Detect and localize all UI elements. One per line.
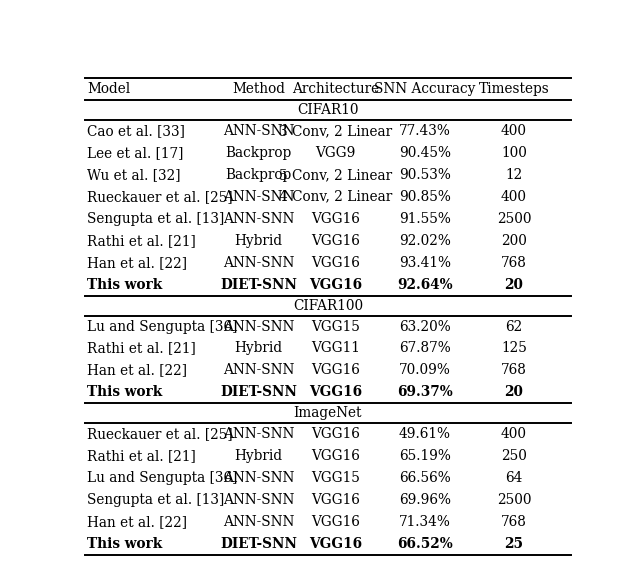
Text: 20: 20 <box>504 278 524 292</box>
Text: 64: 64 <box>506 471 523 485</box>
Text: VGG16: VGG16 <box>309 386 362 400</box>
Text: Method: Method <box>232 82 285 96</box>
Text: Rueckauer et al. [25]: Rueckauer et al. [25] <box>88 190 233 204</box>
Text: This work: This work <box>88 386 163 400</box>
Text: 65.19%: 65.19% <box>399 449 451 464</box>
Text: VGG16: VGG16 <box>311 212 360 226</box>
Text: 90.53%: 90.53% <box>399 168 451 182</box>
Text: ANN-SNN: ANN-SNN <box>223 427 294 441</box>
Text: ANN-SNN: ANN-SNN <box>223 515 294 529</box>
Text: Architecture: Architecture <box>292 82 379 96</box>
Text: SNN Accuracy: SNN Accuracy <box>374 82 476 96</box>
Text: 250: 250 <box>501 449 527 464</box>
Text: ImageNet: ImageNet <box>294 406 362 420</box>
Text: Han et al. [22]: Han et al. [22] <box>88 255 188 270</box>
Text: Han et al. [22]: Han et al. [22] <box>88 515 188 529</box>
Text: ANN-SNN: ANN-SNN <box>223 493 294 507</box>
Text: 93.41%: 93.41% <box>399 255 451 270</box>
Text: This work: This work <box>88 537 163 551</box>
Text: Cao et al. [33]: Cao et al. [33] <box>88 124 186 138</box>
Text: 69.96%: 69.96% <box>399 493 451 507</box>
Text: Rathi et al. [21]: Rathi et al. [21] <box>88 449 196 464</box>
Text: Backprop: Backprop <box>225 168 292 182</box>
Text: 768: 768 <box>501 515 527 529</box>
Text: 62: 62 <box>506 319 523 333</box>
Text: Hybrid: Hybrid <box>234 449 283 464</box>
Text: DIET-SNN: DIET-SNN <box>220 386 297 400</box>
Text: 768: 768 <box>501 255 527 270</box>
Text: VGG9: VGG9 <box>316 146 356 160</box>
Text: Lee et al. [17]: Lee et al. [17] <box>88 146 184 160</box>
Text: VGG16: VGG16 <box>311 493 360 507</box>
Text: 200: 200 <box>501 234 527 248</box>
Text: DIET-SNN: DIET-SNN <box>220 278 297 292</box>
Text: 5 Conv, 2 Linear: 5 Conv, 2 Linear <box>279 168 392 182</box>
Text: 768: 768 <box>501 363 527 377</box>
Text: CIFAR10: CIFAR10 <box>297 103 359 117</box>
Text: Hybrid: Hybrid <box>234 234 283 248</box>
Text: CIFAR100: CIFAR100 <box>293 298 363 312</box>
Text: VGG15: VGG15 <box>311 319 360 333</box>
Text: Rathi et al. [21]: Rathi et al. [21] <box>88 342 196 356</box>
Text: Model: Model <box>88 82 131 96</box>
Text: 4 Conv, 2 Linear: 4 Conv, 2 Linear <box>279 190 392 204</box>
Text: 400: 400 <box>501 124 527 138</box>
Text: Rueckauer et al. [25]: Rueckauer et al. [25] <box>88 427 233 441</box>
Text: 125: 125 <box>501 342 527 356</box>
Text: VGG16: VGG16 <box>311 234 360 248</box>
Text: VGG15: VGG15 <box>311 471 360 485</box>
Text: 20: 20 <box>504 386 524 400</box>
Text: 400: 400 <box>501 190 527 204</box>
Text: 66.52%: 66.52% <box>397 537 452 551</box>
Text: ANN-SNN: ANN-SNN <box>223 212 294 226</box>
Text: 67.87%: 67.87% <box>399 342 451 356</box>
Text: 49.61%: 49.61% <box>399 427 451 441</box>
Text: Backprop: Backprop <box>225 146 292 160</box>
Text: Lu and Sengupta [36]: Lu and Sengupta [36] <box>88 319 238 333</box>
Text: 90.45%: 90.45% <box>399 146 451 160</box>
Text: 25: 25 <box>504 537 524 551</box>
Text: 2500: 2500 <box>497 212 531 226</box>
Text: ANN-SNN: ANN-SNN <box>223 319 294 333</box>
Text: ANN-SNN: ANN-SNN <box>223 124 294 138</box>
Text: 400: 400 <box>501 427 527 441</box>
Text: This work: This work <box>88 278 163 292</box>
Text: ANN-SNN: ANN-SNN <box>223 190 294 204</box>
Text: ANN-SNN: ANN-SNN <box>223 363 294 377</box>
Text: ANN-SNN: ANN-SNN <box>223 255 294 270</box>
Text: 66.56%: 66.56% <box>399 471 451 485</box>
Text: 69.37%: 69.37% <box>397 386 452 400</box>
Text: 91.55%: 91.55% <box>399 212 451 226</box>
Text: 70.09%: 70.09% <box>399 363 451 377</box>
Text: 92.64%: 92.64% <box>397 278 452 292</box>
Text: VGG16: VGG16 <box>311 427 360 441</box>
Text: VGG16: VGG16 <box>311 449 360 464</box>
Text: Han et al. [22]: Han et al. [22] <box>88 363 188 377</box>
Text: VGG16: VGG16 <box>311 515 360 529</box>
Text: 100: 100 <box>501 146 527 160</box>
Text: 90.85%: 90.85% <box>399 190 451 204</box>
Text: Rathi et al. [21]: Rathi et al. [21] <box>88 234 196 248</box>
Text: DIET-SNN: DIET-SNN <box>220 537 297 551</box>
Text: VGG16: VGG16 <box>311 363 360 377</box>
Text: VGG16: VGG16 <box>311 255 360 270</box>
Text: Wu et al. [32]: Wu et al. [32] <box>88 168 181 182</box>
Text: VGG16: VGG16 <box>309 278 362 292</box>
Text: 77.43%: 77.43% <box>399 124 451 138</box>
Text: Sengupta et al. [13]: Sengupta et al. [13] <box>88 493 225 507</box>
Text: 12: 12 <box>506 168 523 182</box>
Text: Sengupta et al. [13]: Sengupta et al. [13] <box>88 212 225 226</box>
Text: ANN-SNN: ANN-SNN <box>223 471 294 485</box>
Text: 2500: 2500 <box>497 493 531 507</box>
Text: 63.20%: 63.20% <box>399 319 451 333</box>
Text: VGG16: VGG16 <box>309 537 362 551</box>
Text: 71.34%: 71.34% <box>399 515 451 529</box>
Text: Lu and Sengupta [36]: Lu and Sengupta [36] <box>88 471 238 485</box>
Text: Hybrid: Hybrid <box>234 342 283 356</box>
Text: 3 Conv, 2 Linear: 3 Conv, 2 Linear <box>279 124 392 138</box>
Text: Timesteps: Timesteps <box>479 82 549 96</box>
Text: VGG11: VGG11 <box>311 342 360 356</box>
Text: 92.02%: 92.02% <box>399 234 451 248</box>
